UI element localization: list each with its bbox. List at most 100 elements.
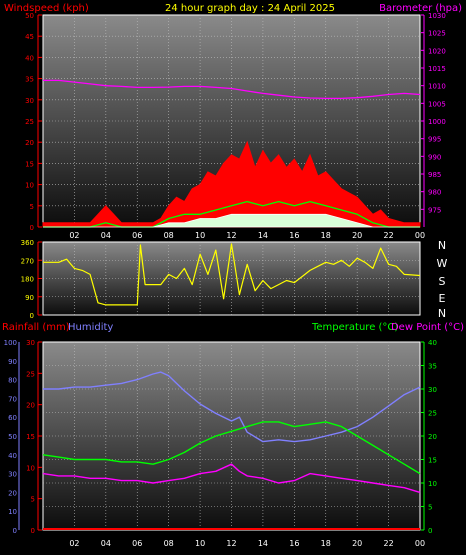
direction-tick-label: 90 bbox=[25, 294, 34, 302]
wind-tick-label: 25 bbox=[25, 118, 34, 126]
x-tick-label: 12 bbox=[226, 231, 236, 240]
barometer-tick-label: 1010 bbox=[428, 83, 446, 91]
x-tick-label: 22 bbox=[383, 539, 393, 548]
temperature-tick-label: 10 bbox=[428, 480, 437, 488]
x-tick-label: 04 bbox=[101, 231, 111, 240]
rainfall-tick-label: 20 bbox=[26, 402, 35, 410]
barometer-tick-label: 985 bbox=[428, 171, 441, 179]
direction-y-ticks: 0 90 180 270 360 bbox=[21, 239, 42, 320]
temperature-grid bbox=[43, 342, 420, 530]
barometer-tick-label: 1020 bbox=[428, 47, 446, 55]
compass-n-top: N bbox=[438, 239, 446, 252]
wind-tick-label: 40 bbox=[25, 54, 34, 62]
x-tick-label: 20 bbox=[352, 539, 362, 548]
barometer-tick-label: 990 bbox=[428, 153, 441, 161]
barometer-line bbox=[43, 79, 421, 100]
wind-tick-label: 15 bbox=[25, 160, 34, 168]
x-tick-label: 22 bbox=[383, 231, 393, 240]
direction-series bbox=[43, 243, 421, 306]
wind-direction-line bbox=[43, 243, 421, 306]
x-tick-label: 08 bbox=[164, 231, 174, 240]
barometer-tick-label: 1005 bbox=[428, 100, 446, 108]
x-tick-label: 10 bbox=[195, 539, 205, 548]
wind-tick-label: 30 bbox=[25, 97, 34, 105]
wind-x-ticks: 02 04 06 08 10 12 14 16 18 20 22 00 bbox=[69, 231, 425, 240]
humidity-tick-label: 60 bbox=[8, 414, 17, 422]
x-tick-label: 16 bbox=[289, 231, 299, 240]
direction-tick-label: 0 bbox=[30, 312, 34, 320]
humidity-tick-label: 40 bbox=[8, 452, 17, 460]
rainfall-tick-label: 25 bbox=[26, 370, 35, 378]
x-tick-label: 00 bbox=[415, 231, 425, 240]
temperature-series bbox=[42, 371, 421, 530]
humidity-tick-label: 90 bbox=[8, 358, 17, 366]
wind-tick-label: 20 bbox=[25, 139, 34, 147]
temperature-tick-label: 35 bbox=[428, 363, 437, 371]
temperature-tick-label: 15 bbox=[428, 457, 437, 465]
barometer-tick-label: 1015 bbox=[428, 65, 446, 73]
x-tick-label: 02 bbox=[69, 231, 79, 240]
humidity-tick-label: 10 bbox=[8, 508, 17, 516]
humidity-tick-label: 30 bbox=[8, 471, 17, 479]
x-tick-label: 02 bbox=[69, 539, 79, 548]
temperature-tick-label: 0 bbox=[428, 527, 432, 535]
wind-tick-label: 10 bbox=[25, 182, 34, 190]
x-tick-label: 14 bbox=[258, 231, 268, 240]
compass-e: E bbox=[439, 292, 446, 305]
x-tick-label: 18 bbox=[321, 539, 331, 548]
wind-axis-label: Windspeed (kph) bbox=[4, 3, 89, 14]
temperature-x-ticks: 02 04 06 08 10 12 14 16 18 20 22 00 bbox=[69, 539, 425, 548]
humidity-tick-label: 50 bbox=[8, 433, 17, 441]
temperature-tick-label: 25 bbox=[428, 410, 437, 418]
humidity-tick-label: 80 bbox=[8, 377, 17, 385]
temperature-tick-label: 30 bbox=[428, 386, 437, 394]
rainfall-y-ticks: 0 5 10 15 20 25 30 bbox=[26, 339, 42, 535]
barometer-tick-label: 1025 bbox=[428, 30, 446, 38]
compass-s: S bbox=[439, 275, 446, 288]
barometer-axis-label: Barometer (hpa) bbox=[379, 3, 462, 14]
direction-tick-label: 360 bbox=[21, 239, 34, 247]
dewpoint-axis-label: Dew Point (°C) bbox=[391, 322, 464, 333]
wind-y-ticks: 0 5 10 15 20 25 30 35 40 45 50 bbox=[25, 12, 42, 232]
barometer-tick-label: 1030 bbox=[428, 12, 446, 20]
x-tick-label: 18 bbox=[321, 231, 331, 240]
wind-min-area bbox=[43, 213, 420, 228]
temperature-tick-label: 20 bbox=[428, 433, 437, 441]
barometer-y-ticks: 975 980 985 990 995 1000 1005 1010 1015 1020 1025 1… bbox=[421, 12, 446, 227]
temperature-tick-label: 5 bbox=[428, 504, 432, 512]
rainfall-tick-label: 10 bbox=[26, 464, 35, 472]
direction-tick-label: 270 bbox=[21, 257, 34, 265]
x-tick-label: 12 bbox=[226, 539, 236, 548]
compass-w: W bbox=[437, 257, 448, 270]
direction-tick-label: 180 bbox=[21, 276, 34, 284]
x-tick-label: 06 bbox=[132, 231, 142, 240]
temperature-line bbox=[42, 421, 421, 475]
humidity-tick-label: 70 bbox=[8, 395, 17, 403]
rainfall-tick-label: 15 bbox=[26, 433, 35, 441]
wind-series bbox=[42, 79, 421, 228]
humidity-tick-label: 20 bbox=[8, 489, 17, 497]
barometer-tick-label: 1000 bbox=[428, 118, 446, 126]
wind-grid bbox=[43, 15, 420, 227]
temperature-y-ticks: 0 5 10 15 20 25 30 35 40 bbox=[421, 339, 437, 535]
x-tick-label: 06 bbox=[132, 539, 142, 548]
wind-tick-label: 50 bbox=[25, 12, 34, 20]
temperature-tick-label: 40 bbox=[428, 339, 437, 347]
humidity-axis-label: Humidity bbox=[68, 322, 113, 333]
wind-tick-label: 45 bbox=[25, 33, 34, 41]
wind-tick-label: 5 bbox=[30, 203, 34, 211]
x-tick-label: 10 bbox=[195, 231, 205, 240]
dewpoint-line bbox=[42, 463, 421, 494]
x-tick-label: 00 bbox=[415, 539, 425, 548]
humidity-tick-label: 100 bbox=[4, 339, 17, 347]
temperature-axis-label: Temperature (°C) bbox=[311, 322, 398, 333]
x-tick-label: 16 bbox=[289, 539, 299, 548]
x-tick-label: 20 bbox=[352, 231, 362, 240]
barometer-tick-label: 975 bbox=[428, 206, 441, 214]
barometer-tick-label: 995 bbox=[428, 136, 441, 144]
x-tick-label: 08 bbox=[164, 539, 174, 548]
rainfall-axis-label: Rainfall (mm) bbox=[2, 322, 70, 333]
rainfall-tick-label: 5 bbox=[31, 496, 35, 504]
humidity-line bbox=[43, 371, 421, 443]
